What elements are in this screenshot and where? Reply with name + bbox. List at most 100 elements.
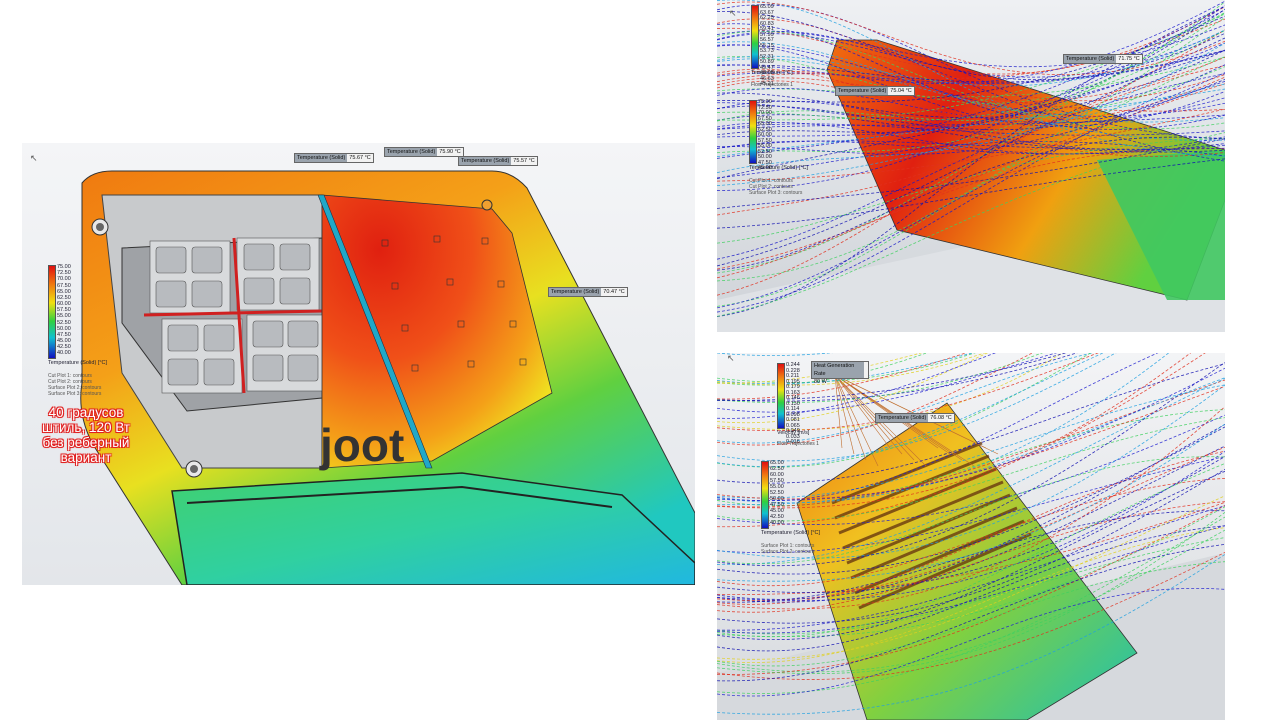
flow-streamline	[717, 561, 1225, 667]
probe-label[interactable]: Temperature (Solid) 71.75 °C	[1063, 54, 1143, 64]
flow-streamline	[717, 353, 1058, 413]
legend-ticks: 65.09 63.67 62.25 60.83 59.41 57.99 56.57 55.15…	[760, 4, 774, 86]
legend-tick: 0.016	[786, 439, 800, 445]
legend-tick: 45.00	[770, 508, 784, 515]
probe-label[interactable]: Temperature (Solid) 75.90 °C	[384, 147, 464, 157]
legend-tick: 0.163	[786, 389, 800, 396]
legend-tick: 65.00	[758, 121, 772, 127]
legend-tick: 55.00	[770, 484, 784, 491]
flow-streamline	[717, 505, 1225, 675]
plot-list: Cut Plot 1: contours Cut Plot 2: contours…	[749, 178, 802, 196]
flow-streamline	[717, 353, 1092, 468]
probe-label[interactable]: Temperature (Solid) 75.04 °C	[835, 86, 915, 96]
legend-tick: 0.244	[786, 362, 800, 368]
heat-generation-label[interactable]: Heat Generation Rate 80 W	[811, 361, 869, 385]
flow-streamline	[717, 501, 1225, 595]
legend-tick: 42.50	[770, 514, 784, 521]
legend-tick: 60.00	[770, 472, 784, 479]
flow-streamline	[717, 384, 1225, 559]
legend-tick: 42.50	[57, 344, 71, 351]
housing-thermal-render: joot	[80, 170, 695, 585]
probe-label[interactable]: Temperature (Solid) 75.67 °C	[294, 153, 374, 163]
flow-streamline	[717, 554, 1225, 715]
flow-streamline	[717, 13, 1225, 121]
leader-line	[834, 374, 891, 449]
flow-streamline	[717, 501, 1225, 613]
legend-tick: 47.50	[758, 159, 772, 166]
legend-tick: 65.09	[760, 4, 774, 10]
cursor-icon: ↖	[727, 353, 735, 363]
flow-streamline	[717, 31, 1225, 130]
flow-streamline	[717, 76, 1225, 122]
legend-ticks: 65.00 62.50 60.00 57.50 55.00 52.50 50.00 47.50…	[770, 460, 784, 527]
flow-streamline	[717, 353, 1104, 467]
flow-streamline	[717, 44, 1225, 127]
flow-streamline	[717, 353, 988, 424]
legend-tick: 0.033	[786, 433, 800, 440]
simulation-view-flow-top: ↖ 65.09 63.67 62.25 60.83 59.41 57.99 56.57 55.…	[717, 0, 1225, 332]
flow-streamline	[717, 148, 1225, 279]
flow-streamline	[717, 353, 1117, 462]
legend-color-bar	[749, 100, 757, 164]
legend-tick: 75.00	[758, 99, 772, 105]
probe-label[interactable]: Temperature (Solid) 75.57 °C	[458, 156, 538, 166]
flow-trajectories-label: Flow Trajectories 1	[751, 82, 793, 88]
legend-tick: 57.99	[760, 31, 774, 38]
legend-tick: 0.195	[786, 378, 800, 385]
legend-tick: 67.50	[57, 282, 71, 289]
legend-tick: 70.00	[57, 276, 71, 283]
legend-tick: 62.50	[770, 466, 784, 473]
legend-tick: 52.50	[770, 490, 784, 497]
probe-label[interactable]: Temperature (Solid) 70.47 °C	[548, 287, 628, 297]
plot-list: Cut Plot 1: contours Cut Plot 2: contours…	[48, 373, 101, 397]
flow-streamline	[717, 18, 1225, 83]
flow-streamline	[717, 414, 1225, 525]
flow-streamline	[717, 49, 1225, 119]
leader-line	[834, 374, 903, 455]
plot-item: Cut Plot 2: contours	[48, 379, 92, 385]
flow-streamline	[717, 353, 976, 383]
flow-streamline	[717, 88, 1225, 158]
legend-color-bar	[751, 5, 759, 69]
flow-streamline	[717, 49, 1225, 83]
flow-streamline	[717, 12, 1225, 274]
flow-streamline	[717, 114, 1225, 130]
cursor-icon: ↖	[30, 153, 38, 163]
flow-streamline	[717, 114, 1225, 153]
flow-streamline	[717, 83, 1225, 187]
plot-item: Cut Plot 1: contours	[749, 178, 793, 184]
legend-tick: 45.00	[758, 165, 772, 171]
flow-streamline	[717, 37, 1225, 267]
legend-tick: 72.50	[57, 270, 71, 277]
flow-trajectory-render	[717, 0, 1225, 332]
plot-item: Surface Plot 2: contours	[761, 549, 815, 555]
flow-streamline	[717, 140, 1225, 150]
flow-streamline	[717, 136, 1225, 271]
flow-streamline	[717, 353, 923, 384]
scenario-caption: 40 градусов штиль, 120 Вт без реберный в…	[42, 405, 130, 465]
plot-item: Surface Plot 2: contours	[48, 385, 102, 391]
flow-streamline	[717, 108, 1225, 182]
legend-tick: 57.50	[57, 307, 71, 314]
flow-streamline	[717, 363, 1225, 484]
flow-streamline	[717, 424, 1225, 600]
plot-item: Surface Plot 3: contours	[48, 391, 102, 397]
flow-streamline	[717, 66, 1225, 122]
leader-line	[834, 374, 843, 449]
leader-line	[834, 374, 855, 455]
legend-tick: 45.00	[57, 338, 71, 345]
flow-streamline	[717, 15, 1225, 103]
cursor-icon: ↖	[729, 8, 737, 18]
plot-list: Surface Plot 1: contours Surface Plot 2: …	[761, 543, 814, 555]
legend-tick: 62.50	[758, 126, 772, 133]
legend-tick: 0.179	[786, 384, 800, 390]
flow-streamline	[717, 353, 1095, 444]
legend-tick: 0.130	[786, 400, 800, 407]
legend-tick: 0.211	[786, 373, 800, 379]
legend-tick: 65.00	[57, 288, 71, 295]
flow-streamline	[717, 6, 1225, 75]
legend-ticks: 75.00 72.50 70.00 67.50 65.00 62.50 60.00 57.50…	[57, 264, 71, 357]
probe-label[interactable]: Temperature (Solid) 76.08 °C	[875, 413, 955, 423]
flow-streamline	[717, 42, 1225, 174]
flow-streamline	[717, 385, 1225, 500]
